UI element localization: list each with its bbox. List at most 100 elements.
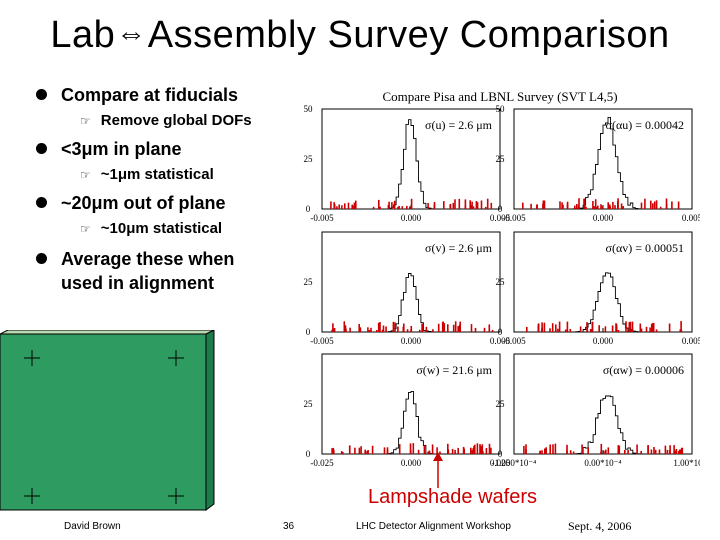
- histogram-data-mark: [423, 445, 426, 454]
- histogram-data-mark: [376, 330, 378, 332]
- y-tick-label: 50: [496, 104, 506, 114]
- histogram-data-mark: [447, 324, 449, 332]
- bullet-compare: Compare at fiducials: [36, 85, 238, 106]
- x-tick-label: -0.005: [502, 336, 526, 346]
- histogram-data-mark: [640, 451, 642, 454]
- histogram-sigma-label: σ(v) = 2.6 μm: [425, 241, 493, 255]
- histogram-data-mark: [358, 323, 360, 332]
- histogram-data-mark: [381, 329, 384, 332]
- histogram-frame: [321, 231, 501, 333]
- histogram-data-mark: [655, 329, 658, 332]
- panel-title: Compare Pisa and LBNL Survey (SVT L4,5): [382, 89, 617, 104]
- histogram-data-mark: [554, 443, 557, 454]
- histogram-data-mark: [586, 327, 589, 332]
- histogram-data-mark: [677, 451, 680, 454]
- histogram-data-mark: [457, 447, 459, 454]
- histogram-data-mark: [338, 204, 340, 209]
- histogram-data-mark: [480, 200, 483, 209]
- histogram-data-mark: [669, 450, 671, 454]
- x-tick-label: 1.00*10⁻⁴: [673, 458, 700, 468]
- histogram-data-mark: [645, 326, 648, 332]
- histogram-data-mark: [486, 198, 489, 209]
- histogram-data-mark: [344, 203, 346, 209]
- histogram-data-mark: [379, 206, 381, 209]
- histogram-data-mark: [605, 449, 607, 454]
- x-tick-label: 0.00*10⁻⁴: [584, 458, 621, 468]
- histogram-data-mark: [484, 206, 487, 209]
- histogram-data-mark: [469, 200, 471, 209]
- bullet-out-of-plane: ~20μm out of plane: [36, 193, 226, 214]
- histogram-data-mark: [419, 329, 421, 332]
- histogram-data-mark: [578, 198, 580, 209]
- fiducial-cross-icon: [24, 350, 40, 366]
- histogram-data-mark: [454, 449, 456, 454]
- bullet-dot-icon: [36, 197, 47, 208]
- bullet-dot-icon: [36, 89, 47, 100]
- histogram-data-mark: [677, 201, 680, 209]
- histogram-data-mark: [386, 450, 389, 454]
- bullet-in-plane: <3μm in plane: [36, 139, 182, 160]
- histogram-data-mark: [491, 329, 494, 332]
- histogram-data-mark: [614, 205, 616, 209]
- histogram-data-mark: [617, 445, 620, 454]
- y-tick-label: 25: [496, 277, 506, 287]
- pointing-hand-icon: ☞: [80, 114, 91, 128]
- histogram-data-mark: [644, 198, 646, 209]
- histogram-data-mark: [541, 450, 543, 454]
- title-left: Lab: [50, 14, 116, 56]
- histogram-data-mark: [636, 444, 638, 454]
- histogram-data-mark: [485, 448, 488, 454]
- histogram-peak-curve: [324, 119, 501, 210]
- histogram-data-mark: [631, 321, 634, 332]
- histogram-data-mark: [523, 445, 525, 454]
- y-tick-label: 0: [306, 204, 311, 214]
- histogram-data-mark: [358, 447, 361, 454]
- histogram-data-mark: [618, 445, 621, 454]
- histogram-data-mark: [409, 206, 411, 209]
- histogram-data-mark: [392, 321, 395, 332]
- histogram-data-mark: [669, 445, 671, 454]
- histogram-data-mark: [391, 202, 393, 209]
- histogram-data-mark: [332, 447, 335, 454]
- histogram-data-mark: [367, 327, 369, 332]
- histogram-data-mark: [530, 203, 532, 209]
- histogram-data-mark: [557, 328, 559, 332]
- histogram-data-mark: [592, 201, 594, 209]
- histogram-data-mark: [437, 323, 440, 332]
- histogram-data-mark: [353, 202, 356, 209]
- histogram-data-mark: [665, 203, 668, 209]
- histogram-data-mark: [458, 198, 461, 209]
- histogram-data-mark: [394, 322, 396, 332]
- histogram-data-mark: [382, 325, 385, 332]
- histogram-data-mark: [566, 321, 569, 332]
- histogram-data-mark: [600, 204, 602, 209]
- histogram-data-mark: [671, 201, 673, 209]
- histogram-data-mark: [545, 447, 547, 454]
- histogram-data-mark: [675, 449, 678, 454]
- histogram-peak-curve: [324, 273, 501, 333]
- title-right: Assembly Survey Comparison: [147, 14, 670, 56]
- histogram-data-mark: [607, 202, 609, 209]
- histogram-data-mark: [421, 323, 423, 332]
- histogram-data-mark: [651, 323, 654, 332]
- y-tick-label: 0: [306, 449, 311, 459]
- histogram-data-mark: [555, 324, 557, 332]
- histogram-data-mark: [541, 328, 543, 332]
- histogram-data-mark: [427, 203, 429, 209]
- subbullet-remove-dofs: ☞ Remove global DOFs: [80, 112, 252, 129]
- histogram-data-mark: [583, 198, 585, 209]
- fiducial-cross-icon: [24, 488, 40, 504]
- y-tick-label: 25: [304, 399, 314, 409]
- histogram-data-mark: [589, 329, 592, 332]
- histogram-data-mark: [674, 450, 677, 454]
- histogram-data-mark: [474, 327, 477, 332]
- x-tick-label: 0.000: [593, 213, 614, 223]
- y-tick-label: 25: [304, 154, 314, 164]
- histogram-data-mark: [549, 328, 551, 332]
- histogram-data-mark: [603, 450, 605, 454]
- x-tick-label: 0.005: [490, 336, 511, 346]
- histogram-data-mark: [412, 443, 415, 454]
- histogram-data-mark: [574, 205, 576, 209]
- lampshade-label: Lampshade wafers: [368, 486, 537, 508]
- histogram-data-mark: [410, 326, 413, 332]
